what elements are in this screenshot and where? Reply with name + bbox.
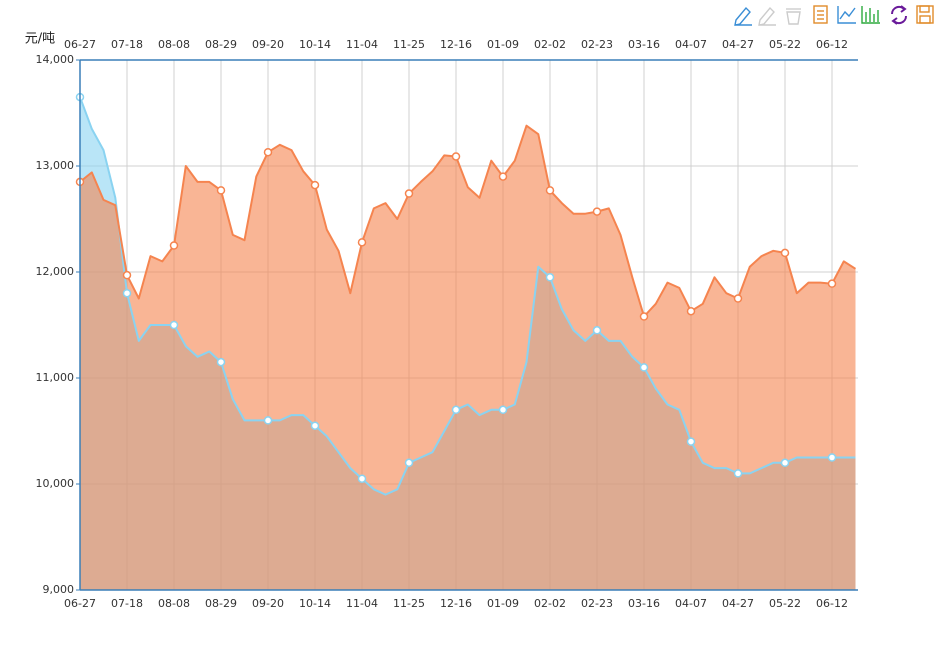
x-tick-label-top: 04-27 [722,38,754,51]
line [79,96,856,496]
x-tick-label: 07-18 [111,597,143,610]
x-tick-label-top: 08-29 [205,38,237,51]
x-tick-label: 08-08 [158,597,190,610]
x-tick-label-top: 11-25 [393,38,425,51]
x-tick-label-top: 01-09 [487,38,519,51]
tool-data-view[interactable] [813,5,828,24]
tool-undo[interactable] [758,6,776,26]
point [169,241,179,250]
point [592,326,602,335]
point [498,172,508,181]
x-tick-label-top: 03-16 [628,38,660,51]
point [780,248,790,258]
point [263,147,273,157]
x-tick-label: 06-12 [816,597,848,610]
point [451,152,461,161]
x-tick-label-top: 12-16 [440,38,472,51]
x-tick-label: 11-25 [393,597,425,610]
toolbar [734,5,934,26]
x-tick-label: 02-23 [581,597,613,610]
point [686,437,696,446]
tool-bar[interactable] [861,6,880,24]
y-tick-label: 14,000 [36,53,75,66]
y-tick-label: 11,000 [36,371,75,384]
tool-restore[interactable] [890,5,908,25]
x-tick-label-top: 06-12 [816,38,848,51]
x-tick-label-top: 11-04 [346,38,378,51]
point [686,306,696,316]
area [80,125,856,590]
x-tick-label: 10-14 [299,597,331,610]
x-tick-label-top: 10-14 [299,38,331,51]
point [122,288,132,298]
x-tick-label-top: 02-02 [534,38,566,51]
x-tick-label-top: 02-23 [581,38,613,51]
y-axis-label: 元/吨 [25,32,55,47]
point [498,405,508,415]
point [827,279,837,288]
point [357,474,367,483]
x-tick-label: 04-27 [722,597,754,610]
point [404,458,414,468]
y-tick-label: 12,000 [36,265,75,278]
x-tick-label-top: 07-18 [111,38,143,51]
x-tick-label: 01-09 [487,597,519,610]
tool-line[interactable] [837,6,856,24]
x-tick-label-top: 05-22 [769,38,801,51]
x-tick-label-top: 04-07 [675,38,707,51]
x-tick-label: 12-16 [440,597,472,610]
tool-clear[interactable] [786,8,801,25]
y-tick-label: 10,000 [36,477,75,490]
point [216,357,226,367]
point [404,189,414,198]
tool-save[interactable] [916,5,934,24]
point [451,405,461,415]
point [639,312,649,321]
point [639,363,649,372]
point [827,453,837,462]
line [79,124,857,318]
x-tick-label: 09-20 [252,597,284,610]
x-tick-label: 08-29 [205,597,237,610]
x-tick-label: 03-16 [628,597,660,610]
point [592,207,602,216]
point [216,186,226,195]
x-tick-label: 05-22 [769,597,801,610]
tool-mark[interactable] [734,6,752,26]
point [357,238,367,247]
x-tick-label: 02-02 [534,597,566,610]
x-tick-label: 11-04 [346,597,378,610]
point [545,273,555,282]
point [122,270,132,280]
point [169,320,179,330]
point [780,458,790,468]
point [733,469,743,478]
y-tick-label: 9,000 [43,583,75,596]
y-tick-label: 13,000 [36,159,75,172]
x-tick-label-top: 08-08 [158,38,190,51]
x-tick-label-top: 06-27 [64,38,96,51]
point [733,294,743,303]
point [310,180,320,190]
x-tick-label: 04-07 [675,597,707,610]
point [310,421,320,430]
point [263,416,273,425]
point [545,186,555,195]
x-tick-label: 06-27 [64,597,96,610]
x-tick-label-top: 09-20 [252,38,284,51]
